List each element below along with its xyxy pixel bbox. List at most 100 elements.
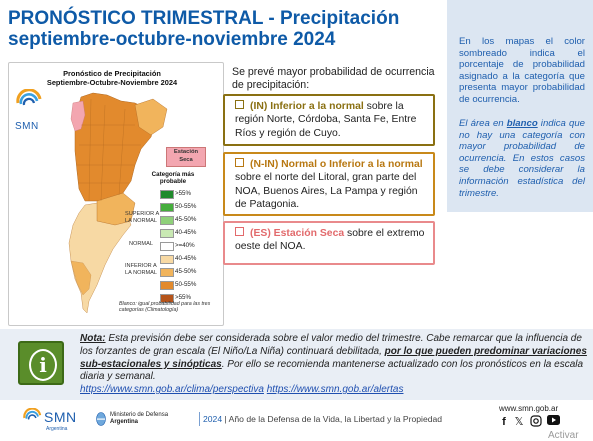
legend-label: 40-45% xyxy=(175,229,197,236)
legend-swatch xyxy=(160,203,174,212)
legend-label: >=40% xyxy=(175,242,195,249)
smn-logo: SMN xyxy=(15,88,45,132)
legend-swatch xyxy=(160,190,174,199)
footer-motto: 2024 | Año de la Defensa de la Vida, la … xyxy=(203,414,443,424)
footer-separator xyxy=(199,412,200,426)
footer-website[interactable]: www.smn.gob.ar xyxy=(499,404,559,413)
title-line2: septiembre-octubre-noviembre 2024 xyxy=(8,29,336,50)
legend-item: 50-55% xyxy=(160,202,220,212)
legend-swatch xyxy=(160,229,174,238)
map-province-lines xyxy=(77,98,141,202)
info-text: indica que no hay una categoría con mayo… xyxy=(459,118,585,199)
forecast-box-dry-season: (ES) Estación Seca sobre el extremo oest… xyxy=(223,221,435,265)
legend-item: 45-50% xyxy=(160,215,220,225)
footer-motto-text: Año de la Defensa de la Vida, la Liberta… xyxy=(228,414,443,424)
note-emphasis: por lo que pueden predominar variaciones… xyxy=(80,345,587,370)
category-normal: NORMAL xyxy=(129,241,153,247)
legend-title: Categoría más probable xyxy=(151,171,195,185)
legend-label: 50-55% xyxy=(175,203,197,210)
legend-swatch xyxy=(160,242,174,251)
station-label: Estación Seca xyxy=(166,147,206,167)
x-icon[interactable]: 𝕏 xyxy=(514,416,524,428)
category-inferior: INFERIOR A LA NORMAL xyxy=(125,263,158,276)
facebook-icon[interactable]: f xyxy=(502,416,506,428)
info-text: El área en xyxy=(459,118,507,129)
footer: SMN Argentina Ministerio de Defensa Argen… xyxy=(0,400,593,441)
footer-year: 2024 xyxy=(203,414,223,424)
info-icon: i xyxy=(18,341,64,385)
forecast-detail: sobre el norte del Litoral, gran parte d… xyxy=(235,172,418,211)
footer-ministry: Ministerio de Defensa Argentina xyxy=(110,412,168,426)
legend-label: 40-45% xyxy=(175,255,197,262)
legend-swatch xyxy=(160,216,174,225)
legend-item: 40-45% xyxy=(160,254,220,264)
intro-text: Se prevé mayor probabilidad de ocurrenci… xyxy=(232,66,435,91)
map-region-northeast xyxy=(134,98,168,136)
footer-logo-text: SMN xyxy=(44,409,77,425)
map-title-line1: Pronóstico de Precipitación xyxy=(63,69,161,78)
legend-label: 45-50% xyxy=(175,216,197,223)
checkbox-icon xyxy=(235,100,244,109)
link-perspectiva[interactable]: https://www.smn.gob.ar/clima/perspectiva xyxy=(80,384,264,396)
forecast-detail: sobre el extremo oeste del NOA. xyxy=(235,228,425,253)
note-text: Nota: Esta previsión debe ser considerad… xyxy=(80,333,588,397)
legend-item: >55% xyxy=(160,293,220,303)
forecast-label: (N-IN) Normal o Inferior a la normal xyxy=(250,159,423,170)
map-title: Pronóstico de Precipitación Septiembre-O… xyxy=(37,69,187,87)
legend-item: >55% xyxy=(160,189,220,199)
category-superior: SUPERIOR A LA NORMAL xyxy=(125,211,159,224)
legend-label: >55% xyxy=(175,294,191,301)
map-title-line2: Septiembre-Octubre-Noviembre 2024 xyxy=(46,78,178,87)
info-paragraph-1: En los mapas el color sombreado indica e… xyxy=(459,36,585,105)
legend-item: >=40% xyxy=(160,241,220,251)
info-paragraph-2: El área en blanco indica que no hay una … xyxy=(459,118,585,199)
forecast-label: (ES) Estación Seca xyxy=(250,228,345,239)
youtube-icon[interactable] xyxy=(546,415,560,429)
activate-watermark: Activar xyxy=(548,430,579,441)
note-label: Nota: xyxy=(80,333,106,344)
map-region-dry-season xyxy=(70,100,86,132)
legend-item: 40-45% xyxy=(160,228,220,238)
smn-swirl-icon xyxy=(16,88,42,106)
argentina-map xyxy=(68,92,168,314)
forecast-label: (IN) Inferior a la normal xyxy=(250,101,364,112)
instagram-icon[interactable] xyxy=(529,415,543,429)
legend-swatch xyxy=(160,255,174,264)
ministry-country: Argentina xyxy=(110,419,139,425)
checkbox-icon xyxy=(235,227,244,236)
note-section: i Nota: Esta previsión debe ser consider… xyxy=(0,329,593,400)
ministry-emblem-icon xyxy=(96,412,106,426)
forecast-detail: sobre la región Norte, Córdoba, Santa Fe… xyxy=(235,101,417,139)
page-title: PRONÓSTICO TRIMESTRAL - Precipitación se… xyxy=(8,8,399,50)
legend-label: >55% xyxy=(175,190,191,197)
legend-swatch xyxy=(160,294,174,303)
map-region-pampa xyxy=(96,192,136,226)
note-body: . Por ello se recomienda mantenerse actu… xyxy=(80,358,584,383)
info-emphasis: blanco xyxy=(506,118,538,129)
note-body: Esta previsión debe ser considerada sobr… xyxy=(80,333,582,357)
smn-logo-text: SMN xyxy=(15,121,39,132)
link-alertas[interactable]: https://www.smn.gob.ar/alertas xyxy=(266,384,404,396)
forecast-map-card: Pronóstico de Precipitación Septiembre-O… xyxy=(8,62,224,326)
map-footnote: Blanco: igual probabilidad para las tres… xyxy=(119,301,211,314)
forecast-text: (N-IN) Normal o Inferior a la normal sob… xyxy=(235,158,425,212)
forecast-text: (IN) Inferior a la normal sobre la regió… xyxy=(235,100,425,140)
smn-swirl-icon xyxy=(23,408,42,420)
info-glyph: i xyxy=(29,349,57,381)
ministry-name: Ministerio de Defensa xyxy=(110,412,169,418)
forecast-box-normal-inferior: (N-IN) Normal o Inferior a la normal sob… xyxy=(223,152,435,216)
legend-label: 50-55% xyxy=(175,281,197,288)
legend-swatch xyxy=(160,268,174,277)
map-region-south-mid xyxy=(70,260,92,296)
legend-swatch xyxy=(160,281,174,290)
legend-label: 45-50% xyxy=(175,268,197,275)
forecast-box-inferior: (IN) Inferior a la normal sobre la regió… xyxy=(223,94,435,146)
footer-logo-sub: Argentina xyxy=(46,426,68,432)
legend-item: 50-55% xyxy=(160,280,220,290)
title-line1: PRONÓSTICO TRIMESTRAL - Precipitación xyxy=(8,8,400,29)
legend-item: 45-50% xyxy=(160,267,220,277)
map-region-north xyxy=(74,92,156,202)
info-box: En los mapas el color sombreado indica e… xyxy=(447,0,593,212)
forecast-text: (ES) Estación Seca sobre el extremo oest… xyxy=(235,227,425,254)
checkbox-icon xyxy=(235,158,244,167)
